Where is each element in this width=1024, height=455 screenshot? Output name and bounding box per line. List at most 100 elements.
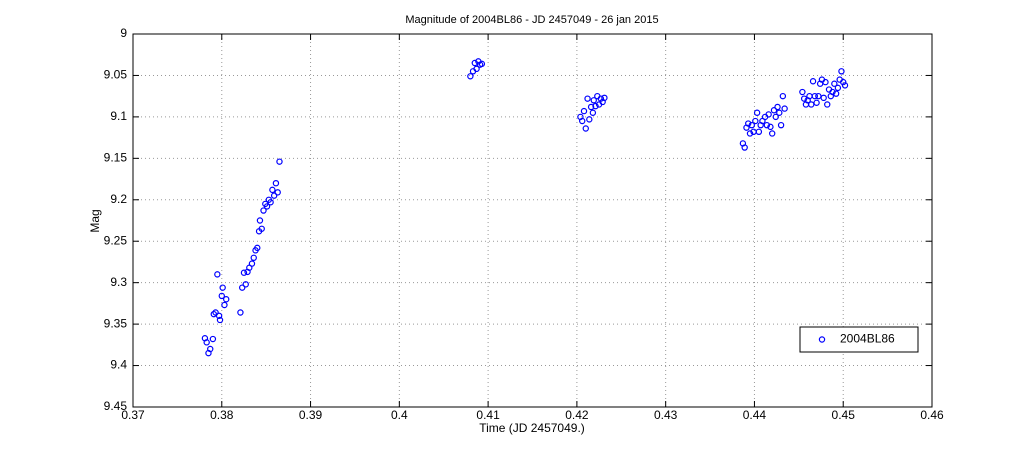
point: [597, 95, 605, 102]
point: [745, 120, 752, 127]
point: [218, 292, 225, 300]
point: [799, 88, 806, 96]
point: [840, 78, 847, 86]
x-tick-label: 0.4: [391, 408, 408, 422]
point: [772, 113, 779, 121]
point: [741, 144, 748, 151]
y-axis-label: Mag: [88, 209, 102, 232]
point: [592, 102, 599, 110]
plot-frame: [132, 33, 933, 408]
point: [214, 271, 221, 278]
point: [579, 117, 586, 125]
point: [770, 107, 778, 114]
y-tick-label: 9.35: [104, 316, 128, 330]
x-tick-label: 0.45: [832, 408, 856, 422]
point: [256, 217, 264, 224]
x-axis-label: Time (JD 2457049.): [479, 421, 585, 435]
y-tick-label: 9.15: [104, 151, 128, 165]
point: [586, 116, 593, 123]
point: [260, 207, 267, 214]
point: [250, 254, 257, 261]
point: [219, 284, 226, 291]
point: [765, 111, 772, 118]
x-tick-label: 0.41: [476, 408, 500, 422]
x-tick-label: 0.46: [920, 408, 944, 422]
point: [841, 82, 849, 89]
point: [834, 84, 842, 92]
point: [779, 92, 787, 100]
point: [587, 103, 595, 111]
point: [238, 284, 246, 291]
legend-label: 2004BL86: [840, 332, 895, 346]
point: [248, 260, 256, 267]
point: [478, 60, 486, 68]
point: [473, 65, 480, 73]
point: [829, 88, 836, 96]
point: [221, 301, 228, 309]
point: [752, 117, 759, 125]
point: [467, 73, 474, 80]
point: [263, 203, 271, 210]
point: [212, 309, 219, 316]
point: [216, 316, 224, 324]
point: [755, 128, 763, 136]
point: [776, 109, 783, 116]
point: [580, 107, 588, 115]
x-tick-label: 0.42: [565, 408, 589, 422]
point: [590, 97, 597, 104]
x-tick-label: 0.43: [654, 408, 678, 422]
point: [237, 309, 244, 316]
y-tick-label: 9.1: [110, 109, 127, 123]
point: [274, 189, 281, 196]
point: [763, 121, 771, 129]
y-tick-label: 9.3: [110, 275, 127, 289]
point: [215, 312, 223, 320]
y-tick-label: 9: [120, 26, 127, 40]
x-tick-label: 0.37: [121, 408, 145, 422]
y-tick-label: 9.4: [110, 358, 127, 372]
point: [820, 94, 827, 102]
point: [267, 199, 274, 206]
point: [272, 179, 280, 187]
y-tick-label: 9.05: [104, 68, 128, 82]
point: [746, 130, 754, 137]
point: [254, 244, 261, 252]
point: [769, 130, 776, 137]
x-tick-label: 0.44: [743, 408, 767, 422]
point: [838, 68, 845, 75]
point: [831, 80, 838, 87]
point: [223, 296, 230, 303]
point: [207, 345, 214, 353]
point: [584, 95, 591, 102]
point: [809, 78, 817, 85]
point: [209, 335, 217, 343]
point: [601, 94, 608, 102]
point: [240, 269, 248, 276]
point: [781, 105, 788, 112]
point: [811, 92, 819, 100]
point: [269, 186, 276, 194]
plot-area: [133, 34, 932, 407]
y-tick-label: 9.2: [110, 192, 127, 206]
point: [582, 125, 589, 132]
x-tick-label: 0.38: [210, 408, 234, 422]
y-tick-label: 9.25: [104, 233, 128, 247]
x-tick-label: 0.39: [299, 408, 323, 422]
point: [774, 103, 781, 111]
point: [203, 339, 210, 346]
point: [813, 99, 820, 106]
point: [753, 109, 761, 116]
point: [777, 121, 785, 129]
point: [824, 101, 831, 108]
point: [767, 123, 774, 131]
point: [258, 225, 265, 232]
legend-marker: [818, 336, 826, 343]
point: [832, 90, 840, 97]
point: [748, 121, 755, 129]
point: [800, 95, 808, 102]
point: [270, 192, 278, 199]
chart-title: Magnitude of 2004BL86 - JD 2457049 - 26 …: [405, 14, 658, 26]
point: [589, 109, 597, 116]
point: [242, 281, 249, 288]
